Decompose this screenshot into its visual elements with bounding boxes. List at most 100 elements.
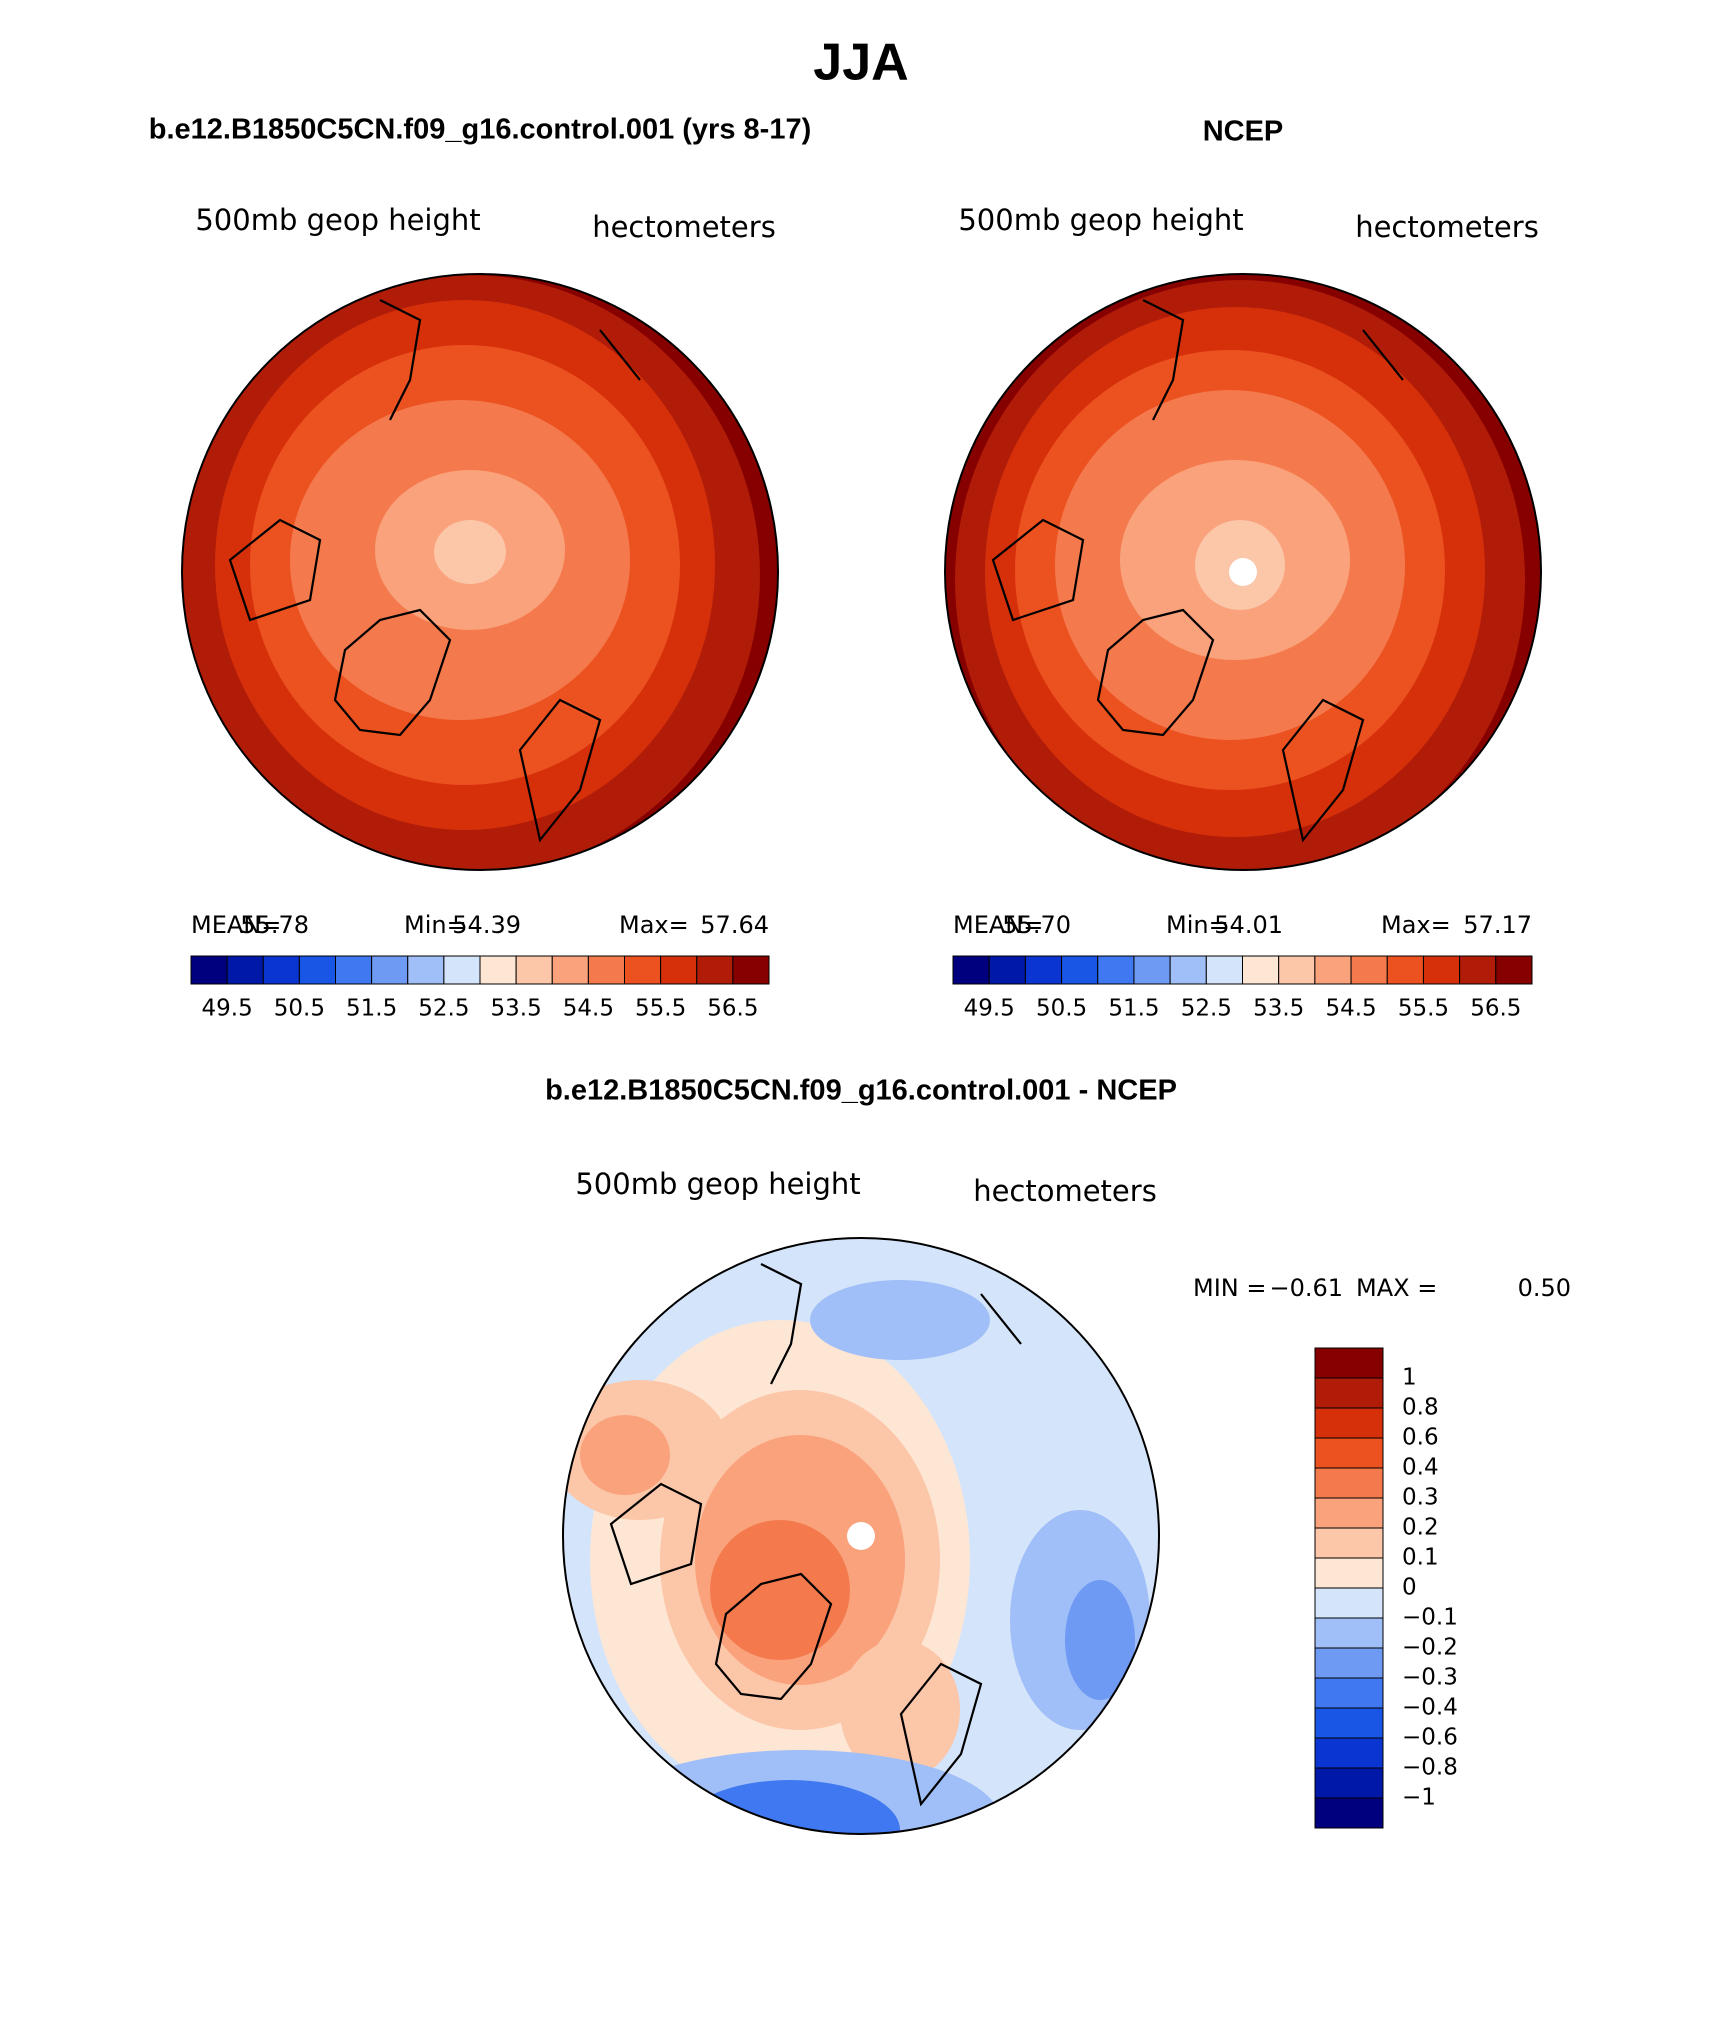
colorbar-box <box>1314 1617 1384 1649</box>
colorbar-box <box>1314 1497 1384 1529</box>
stat-text: MEAN= <box>191 911 281 939</box>
variable-label: 500mb geop height <box>958 203 1243 237</box>
colorbar-label: 55.5 <box>1398 996 1449 1022</box>
colorbar-box <box>1169 955 1207 985</box>
stat-text: MIN = <box>1193 1274 1266 1302</box>
colorbar-label: 54.5 <box>1325 996 1376 1022</box>
colorbar-label: 50.5 <box>274 996 325 1022</box>
colorbar-box <box>1314 1437 1384 1469</box>
colorbar-box <box>624 955 662 985</box>
colorbar-label: 53.5 <box>1253 996 1304 1022</box>
colorbar-label: 0.2 <box>1402 1515 1439 1541</box>
colorbar-box <box>479 955 517 985</box>
colorbar-label: −0.6 <box>1402 1725 1458 1751</box>
colorbar-box <box>1314 1557 1384 1589</box>
colorbar-label: 0.6 <box>1402 1425 1439 1451</box>
units-label: hectometers <box>592 210 776 244</box>
panel-title: b.e12.B1850C5CN.f09_g16.control.001 - NC… <box>545 1075 1177 1107</box>
colorbar-label: −0.4 <box>1402 1695 1458 1721</box>
map-border <box>562 1237 1160 1835</box>
colorbar-box <box>443 955 481 985</box>
colorbar-label: 52.5 <box>1181 996 1232 1022</box>
colorbar-box <box>298 955 336 985</box>
stat-text: 57.17 <box>1463 911 1532 939</box>
stat-text: −0.61 <box>1269 1274 1343 1302</box>
colorbar-label: −0.3 <box>1402 1665 1458 1691</box>
colorbar-label: −0.1 <box>1402 1605 1458 1631</box>
map-border <box>944 273 1542 871</box>
colorbar-box <box>1061 955 1099 985</box>
colorbar-box <box>1459 955 1497 985</box>
colorbar-label: 0.4 <box>1402 1455 1439 1481</box>
stat-text: Max= <box>1381 911 1451 939</box>
colorbar-box <box>1242 955 1280 985</box>
colorbar-box <box>1350 955 1388 985</box>
panel-title: NCEP <box>1203 116 1284 148</box>
colorbar-box <box>1314 1407 1384 1439</box>
colorbar-box <box>551 955 589 985</box>
colorbar-label: 0 <box>1402 1575 1417 1601</box>
stat-text: 55.70 <box>1002 911 1071 939</box>
colorbar-label: 55.5 <box>635 996 686 1022</box>
colorbar-box <box>732 955 770 985</box>
variable-label: 500mb geop height <box>195 203 480 237</box>
colorbar-box <box>1386 955 1424 985</box>
colorbar-box <box>515 955 553 985</box>
stat-text: 55.78 <box>240 911 309 939</box>
colorbar-box <box>371 955 409 985</box>
colorbar-box <box>988 955 1026 985</box>
colorbar-box <box>1314 1347 1384 1379</box>
stat-text: Min= <box>404 911 467 939</box>
colorbar-box <box>1314 1377 1384 1409</box>
stat-text: Min= <box>1166 911 1229 939</box>
colorbar-label: 49.5 <box>964 996 1015 1022</box>
colorbar-box <box>1422 955 1461 985</box>
stat-text: 54.01 <box>1214 911 1283 939</box>
colorbar-box <box>190 955 228 985</box>
stat-text: 54.39 <box>452 911 521 939</box>
colorbar-box <box>1314 1467 1384 1499</box>
colorbar-label: 0.1 <box>1402 1545 1439 1571</box>
colorbar-box <box>1097 955 1135 985</box>
colorbar-label: 54.5 <box>563 996 614 1022</box>
map <box>945 274 1541 870</box>
colorbar-box <box>1133 955 1171 985</box>
colorbar-box <box>1314 1677 1384 1709</box>
units-label: hectometers <box>1355 210 1539 244</box>
variable-label: 500mb geop height <box>575 1167 860 1201</box>
colorbar-box <box>1314 1737 1384 1769</box>
colorbar-box <box>1495 955 1533 985</box>
map <box>563 1238 1159 1834</box>
colorbar-box <box>1314 1527 1384 1559</box>
colorbar-box <box>1314 1767 1384 1799</box>
colorbar-label: −0.8 <box>1402 1755 1458 1781</box>
colorbar-box <box>335 955 373 985</box>
colorbar-label: 51.5 <box>1108 996 1159 1022</box>
colorbar-label: 53.5 <box>491 996 542 1022</box>
stat-text: Max= <box>619 911 689 939</box>
stat-text: 0.50 <box>1518 1274 1571 1302</box>
colorbar-box <box>696 955 734 985</box>
colorbar-label: 49.5 <box>202 996 253 1022</box>
colorbar-box <box>1205 955 1243 985</box>
map <box>182 274 778 870</box>
colorbar-label: 50.5 <box>1036 996 1087 1022</box>
stat-text: 57.64 <box>700 911 769 939</box>
map-border <box>181 273 779 871</box>
colorbar-box <box>1314 955 1352 985</box>
colorbar-label: 56.5 <box>1470 996 1521 1022</box>
figure-title: JJA <box>813 34 908 92</box>
colorbar-box <box>1314 1797 1384 1829</box>
colorbar-box <box>1278 955 1316 985</box>
panel-title: b.e12.B1850C5CN.f09_g16.control.001 (yrs… <box>149 114 811 146</box>
colorbar-box <box>952 955 990 985</box>
colorbar-box <box>1314 1647 1384 1679</box>
colorbar-box <box>226 955 264 985</box>
colorbar-box <box>407 955 445 985</box>
colorbar-box <box>1024 955 1063 985</box>
colorbar-label: 56.5 <box>707 996 758 1022</box>
colorbar-label: 0.8 <box>1402 1395 1439 1421</box>
colorbar-label: −1 <box>1402 1785 1436 1811</box>
